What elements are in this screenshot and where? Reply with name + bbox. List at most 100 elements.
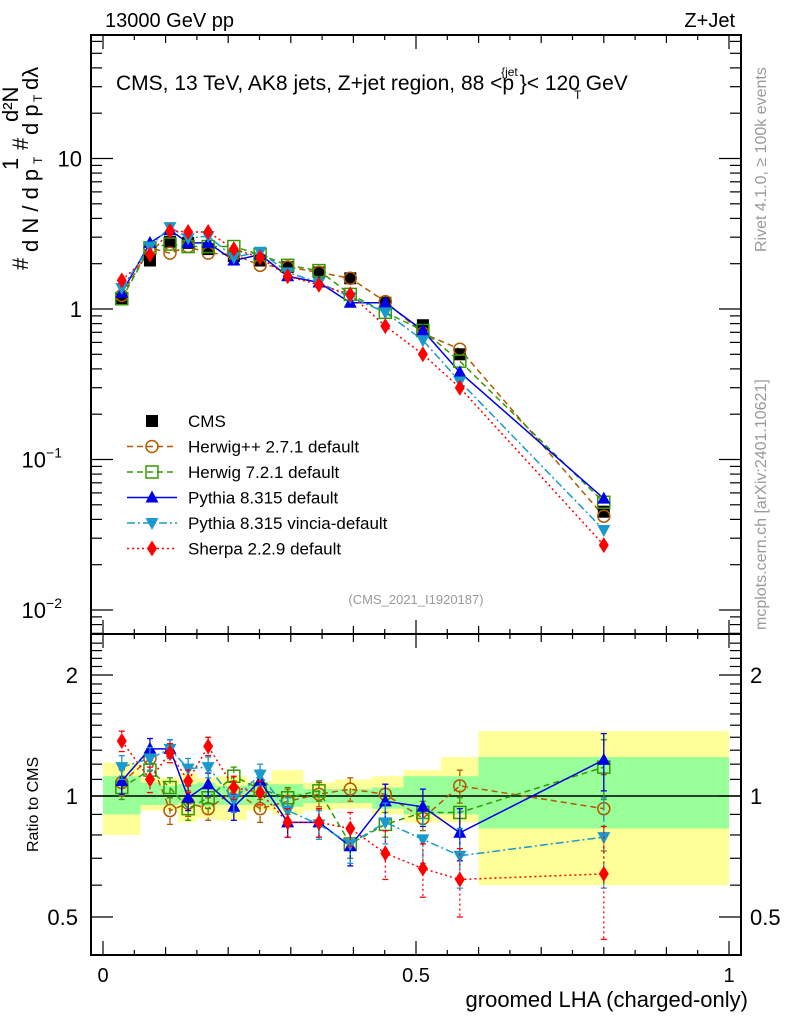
ratio-point [163, 803, 177, 818]
main-point [164, 222, 175, 239]
main-point [416, 335, 430, 348]
ratio-point [164, 744, 175, 761]
main-point [378, 307, 392, 320]
main-series-lines [115, 222, 611, 554]
main-point [203, 223, 214, 240]
x-axis-label: groomed LHA (charged-only) [466, 987, 748, 1012]
main-y-tick-label: 10−2 [22, 595, 63, 623]
ratio-y-tick-label: 1 [66, 784, 78, 809]
legend-label: Herwig 7.2.1 default [188, 463, 339, 482]
ratio-y-tick-label-right: 0.5 [750, 905, 781, 930]
legend-marker [147, 540, 157, 557]
main-point [115, 282, 129, 295]
ratio-point [144, 771, 155, 788]
legend-label: CMS [188, 412, 226, 431]
tick-exponent: −1 [46, 445, 62, 461]
main-point [183, 223, 194, 240]
x-tick-label: 0.5 [402, 965, 430, 987]
legend-item: Herwig 7.2.1 default [127, 463, 339, 482]
mcplots-label: mcplots.cern.ch [arXiv:2401.10621] [753, 379, 770, 630]
main-point [597, 491, 611, 504]
x-tick-label: 1 [723, 965, 734, 987]
legend-label: Herwig++ 2.7.1 default [188, 438, 359, 457]
main-series-5 [121, 230, 605, 546]
legend-item: Sherpa 2.2.9 default [127, 540, 341, 559]
title-sub: T [574, 88, 582, 102]
main-point [144, 246, 155, 263]
legend-marker [145, 439, 159, 454]
svg-text:d p: d p [18, 104, 43, 135]
legend-marker [145, 518, 159, 530]
ratio-y-tick-label-right: 1 [750, 784, 762, 809]
main-point [345, 286, 356, 303]
ratio-point [378, 794, 392, 807]
main-y-tick-label: 10 [58, 147, 82, 172]
ratio-point [143, 753, 157, 766]
ratio-series-lines [115, 730, 611, 940]
ratio-point [255, 784, 266, 801]
ratio-point [416, 799, 430, 812]
ratio-y-axis-label: Ratio to CMS [25, 757, 42, 852]
ratio-point [453, 779, 467, 793]
ratio-point [228, 779, 239, 796]
main-series-4 [121, 226, 605, 531]
ratio-y-tick-label-right: 2 [750, 663, 762, 688]
ratio-point [416, 834, 430, 847]
main-y-axis-label: # d N / d p 1 T # d p T dλ d²N [0, 67, 45, 270]
inner-band-bin [140, 782, 160, 805]
main-point [598, 537, 609, 554]
legend-label: Pythia 8.315 default [188, 489, 339, 508]
main-plot-title: CMS, 13 TeV, AK8 jets, Z+jet region, 88 … [116, 65, 628, 95]
title-main: CMS, 13 TeV, AK8 jets, Z+jet region, 88 … [116, 72, 514, 95]
main-series-line [121, 230, 605, 546]
header-left-label: 13000 GeV pp [105, 10, 234, 32]
svg-text:d²N: d²N [0, 87, 23, 122]
ratio-point [282, 814, 293, 831]
ratio-point [454, 871, 465, 888]
svg-text:T: T [31, 94, 45, 102]
legend-marker [146, 415, 158, 427]
ratio-y-tick-label: 2 [66, 663, 78, 688]
main-series-line [121, 226, 605, 531]
title-tail: }< 120 GeV [520, 72, 628, 95]
ratio-point [598, 865, 609, 882]
main-point [416, 323, 430, 336]
legend-label: Pythia 8.315 vincia-default [188, 514, 388, 533]
svg-text:#: # [8, 137, 33, 150]
ratio-series-line [121, 740, 604, 881]
ratio-point [597, 752, 611, 765]
svg-text:1: 1 [0, 158, 23, 170]
tick-exponent: −2 [46, 595, 62, 611]
ratio-point [181, 790, 195, 803]
ratio-point [201, 777, 215, 790]
main-series-3 [121, 229, 605, 500]
main-point [163, 246, 177, 260]
ratio-series-line [121, 766, 605, 845]
main-point [116, 272, 127, 289]
ratio-point [253, 769, 267, 782]
legend-item: CMS [146, 412, 226, 431]
x-tick-label: 0 [97, 965, 108, 987]
ratio-point [343, 782, 358, 796]
ratio-series-4 [116, 730, 609, 940]
main-point [378, 295, 392, 308]
legend: CMS Herwig++ 2.7.1 default Herwig 7.2.1 de… [127, 412, 388, 559]
legend-label: Sherpa 2.2.9 default [188, 540, 341, 559]
main-point [454, 379, 465, 396]
ratio-point [201, 762, 215, 775]
ratio-series-line [121, 747, 604, 857]
main-point [312, 266, 325, 279]
main-point [344, 272, 357, 285]
main-point [453, 348, 466, 361]
ratio-point [227, 794, 241, 807]
ratio-point [183, 772, 194, 789]
main-point [282, 268, 293, 285]
ratio-point [378, 817, 392, 830]
legend-item: Herwig++ 2.7.1 default [127, 438, 359, 457]
ratio-point [281, 805, 295, 818]
svg-text:dλ: dλ [18, 67, 43, 90]
main-point [380, 318, 391, 335]
analysis-label: (CMS_2021_I1920187) [348, 592, 483, 607]
title-sup: {jet [501, 65, 518, 79]
